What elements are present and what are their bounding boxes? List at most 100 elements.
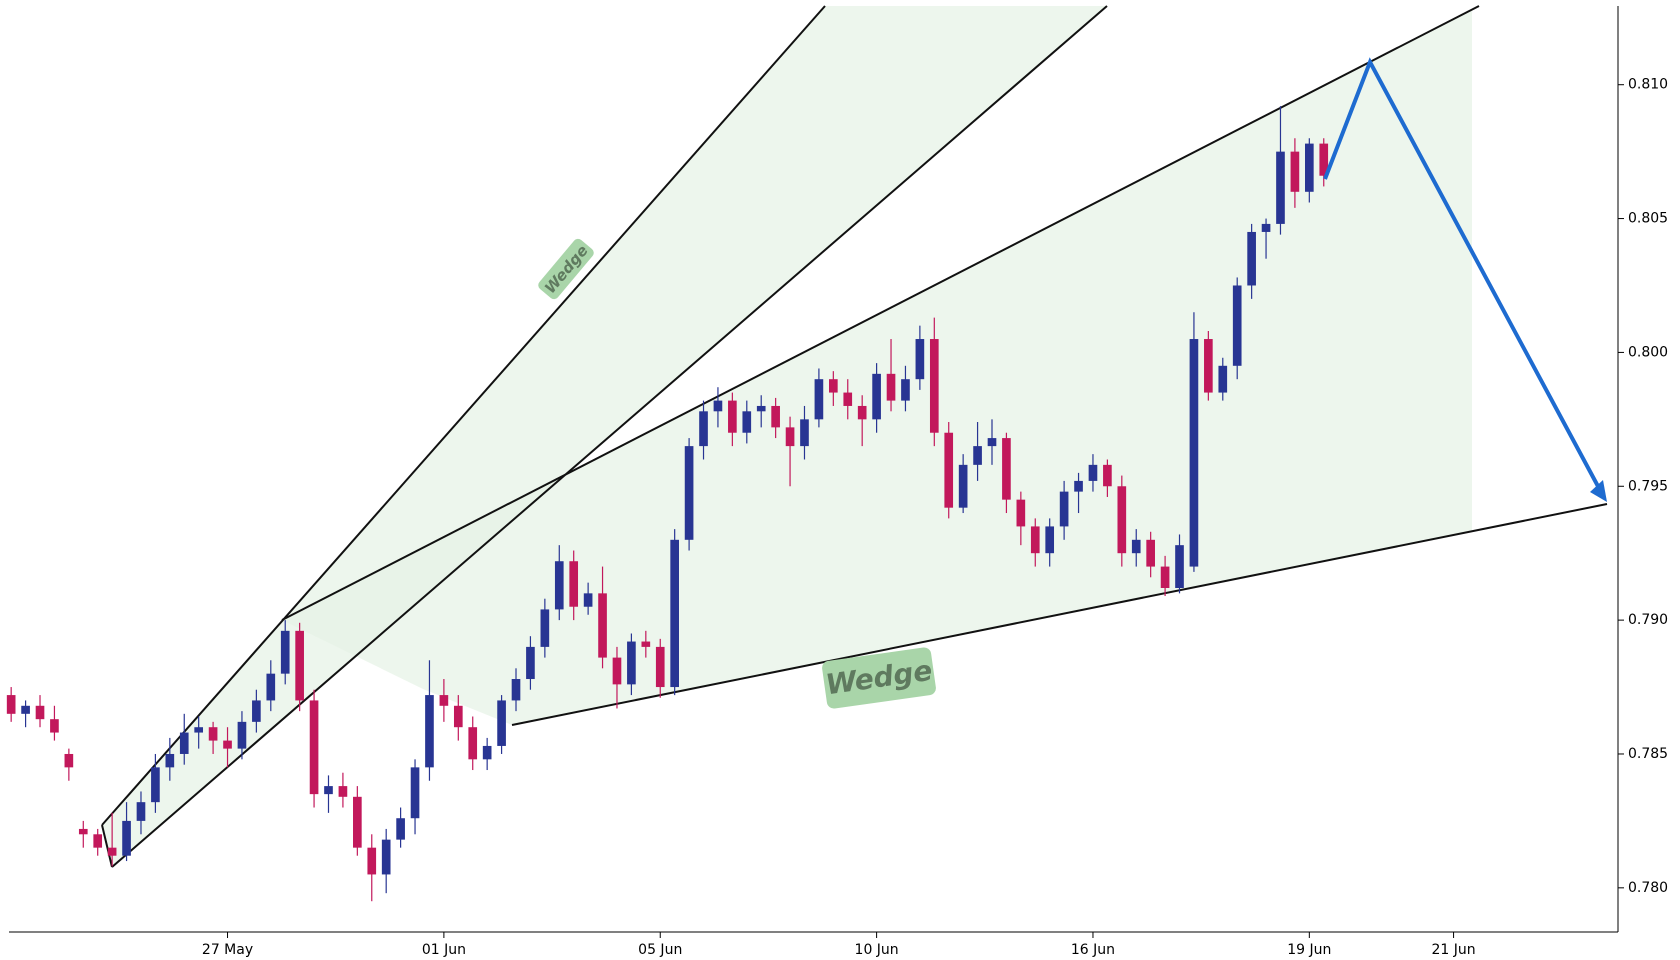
candle-body: [1030, 526, 1040, 554]
candle-body: [1059, 491, 1069, 527]
candle-body: [208, 727, 218, 741]
x-tick-label: 01 Jun: [422, 942, 466, 958]
candle-body: [583, 593, 593, 607]
x-tick-label: 10 Jun: [855, 942, 899, 958]
candle-body: [1117, 486, 1127, 554]
trend-line: [101, 5, 826, 826]
candle-body: [396, 818, 405, 840]
candle-body: [468, 727, 478, 760]
candle-body: [511, 679, 521, 701]
candle-body: [78, 828, 88, 835]
trend-line: [111, 5, 1108, 868]
candle-body: [1189, 339, 1199, 567]
candle-body: [670, 539, 679, 688]
wedge-label: Wedge: [822, 647, 936, 709]
candle-body: [857, 405, 867, 420]
y-tick-label: 0.795: [1628, 478, 1668, 494]
candle-body: [929, 339, 939, 433]
x-tick-label: 27 May: [202, 942, 253, 958]
y-tick-label: 0.800: [1628, 344, 1668, 360]
projection-arrow: [1323, 57, 1602, 491]
candle-body: [540, 609, 550, 647]
candle-body: [598, 593, 607, 658]
candle-body: [1103, 464, 1112, 487]
trend-line: [101, 824, 113, 868]
candle-body: [612, 657, 622, 685]
candle-body: [1146, 539, 1155, 567]
candle-body: [742, 411, 752, 433]
y-tick-label: 0.780: [1628, 880, 1668, 896]
candle-body: [785, 427, 795, 447]
candle-body: [641, 641, 651, 647]
trend-line: [281, 5, 1480, 621]
x-tick-label: 05 Jun: [638, 942, 682, 958]
candle-body: [1232, 285, 1242, 366]
candle-body: [93, 834, 103, 848]
candle-body: [915, 339, 925, 380]
candle-body: [482, 745, 492, 760]
candle-body: [266, 673, 276, 701]
candle-body: [872, 373, 881, 420]
candle-body: [973, 446, 982, 465]
candle-body: [151, 767, 160, 803]
candle-body: [800, 419, 809, 447]
y-tick-label: 0.810: [1628, 77, 1668, 93]
candle-body: [987, 438, 997, 447]
candle-body: [439, 695, 449, 706]
candle-body: [237, 721, 247, 749]
candle-body: [843, 392, 853, 406]
label-box: [538, 238, 594, 300]
x-tick-label: 19 Jun: [1287, 942, 1331, 958]
candle-body: [1304, 143, 1314, 192]
y-tick-label: 0.790: [1628, 612, 1668, 628]
candle-body: [295, 630, 304, 701]
candle-body: [179, 732, 189, 754]
candle-body: [136, 802, 146, 821]
candle-body: [453, 705, 463, 728]
candle-body: [1247, 231, 1256, 286]
candle-body: [324, 786, 333, 795]
x-tick-label: 21 Jun: [1431, 942, 1475, 958]
candle-body: [771, 405, 780, 428]
candle-body: [497, 700, 506, 746]
candle-body: [756, 405, 766, 412]
candle-body: [1204, 339, 1213, 393]
candle-body: [1175, 545, 1184, 588]
candle-body: [655, 646, 665, 688]
candle-body: [1290, 151, 1300, 192]
candle-body: [1319, 143, 1329, 176]
candle-body: [381, 839, 391, 875]
candle-body: [684, 446, 694, 540]
candle-body: [829, 379, 838, 393]
candle-body: [50, 719, 59, 733]
candle-body: [194, 727, 204, 733]
candle-body: [1261, 223, 1271, 232]
arrow-head: [1590, 480, 1607, 502]
candle-body: [554, 561, 564, 610]
candle-body: [627, 641, 636, 685]
candle-body: [165, 753, 175, 768]
candle-body: [252, 700, 261, 722]
candle-body: [1016, 499, 1026, 527]
candle-body: [1160, 566, 1170, 588]
candle-body: [122, 820, 131, 856]
x-tick-label: 16 Jun: [1071, 942, 1115, 958]
candle-body: [309, 700, 319, 795]
candle-body: [814, 379, 824, 420]
candle-body: [35, 705, 45, 720]
y-tick-label: 0.785: [1628, 746, 1668, 762]
candle-body: [223, 740, 232, 749]
candle-body: [728, 400, 737, 433]
candle-body: [526, 646, 535, 680]
candle-body: [338, 786, 348, 797]
candle-body: [367, 847, 377, 875]
candle-body: [410, 767, 420, 819]
candle-body: [901, 379, 910, 401]
y-tick-label: 0.805: [1628, 211, 1668, 227]
candle-body: [280, 630, 290, 674]
candles: [6, 106, 1329, 902]
candle-body: [353, 796, 362, 848]
candle-body: [958, 464, 968, 508]
projection: [1323, 57, 1607, 502]
